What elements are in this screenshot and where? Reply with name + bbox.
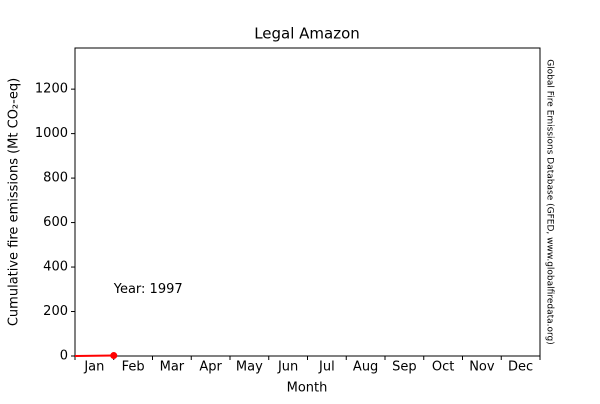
x-tick-label: Feb [122, 360, 145, 375]
x-tick-label: Jan [83, 360, 104, 375]
series-marker [110, 352, 117, 359]
x-axis-label: Month [287, 381, 328, 396]
y-tick-label: 1000 [35, 126, 68, 141]
y-tick-label: 200 [43, 304, 68, 319]
x-tick-label: Mar [160, 360, 185, 375]
x-tick-label: Jul [318, 360, 335, 375]
y-tick-label: 1200 [35, 82, 68, 97]
chart-title: Legal Amazon [254, 25, 360, 43]
x-tick-label: Jun [277, 360, 298, 375]
x-tick-label: Aug [353, 360, 378, 375]
x-tick-label: Dec [508, 360, 533, 375]
annotation: Year: 1997 [113, 282, 183, 297]
x-tick-label: Oct [432, 360, 454, 375]
y-axis-label: Cumulative fire emissions (Mt CO₂-eq) [7, 78, 22, 326]
y-tick-label: 0 [60, 349, 68, 364]
x-tick-label: Nov [469, 360, 495, 375]
x-tick-label: Sep [392, 360, 417, 375]
x-tick-label: May [236, 360, 263, 375]
y-tick-label: 800 [43, 171, 68, 186]
y-tick-label: 400 [43, 260, 68, 275]
x-tick-label: Apr [199, 360, 222, 375]
y-tick-label: 600 [43, 215, 68, 230]
side-note: Global Fire Emissions Database (GFED, ww… [545, 59, 555, 345]
